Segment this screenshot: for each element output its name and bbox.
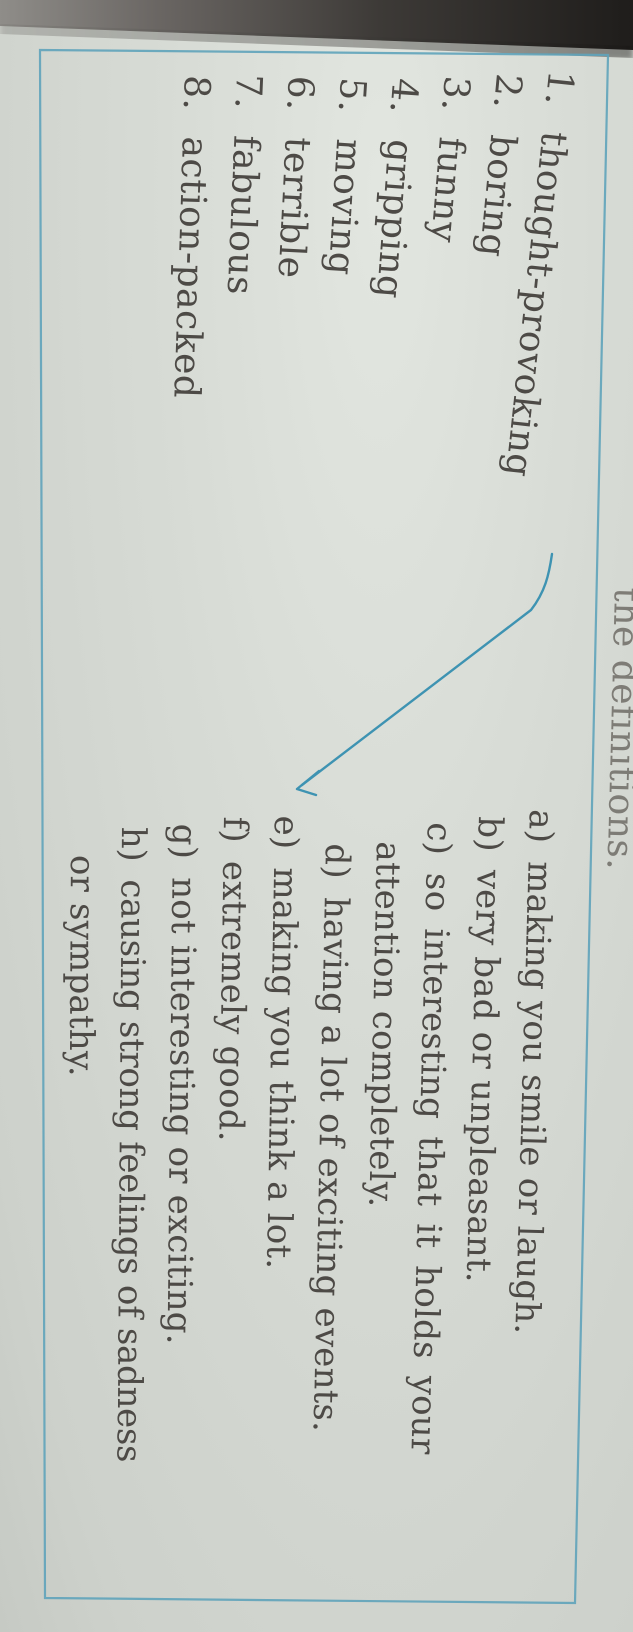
definition-item-f: f) extremely good. (207, 816, 258, 1142)
word-number: 1. (536, 68, 582, 108)
word-number: 5. (329, 76, 374, 115)
definition-text: having a lot of exciting events. (304, 896, 356, 1433)
definition-item-g: g) not interesting or exciting. (156, 824, 207, 1345)
definition-text: causing strong feelings of sadness (108, 879, 153, 1463)
word-label: funny (422, 135, 472, 245)
definition-item-h-continued: or sympathy. (58, 855, 105, 1077)
word-number: 3. (433, 74, 478, 114)
example-arrow-head (295, 769, 321, 797)
definition-text: attention completely. (360, 841, 409, 1209)
definition-text: not interesting or exciting. (158, 876, 204, 1345)
definition-text: or sympathy. (60, 854, 103, 1077)
word-label: fabulous (218, 134, 267, 296)
definition-letter: a) (520, 808, 562, 844)
definition-text: extremely good. (210, 860, 255, 1143)
definition-letter: e) (265, 815, 307, 850)
definition-item-c-continued: attention completely. (357, 841, 411, 1208)
definition-letter: h) (112, 826, 154, 862)
definition-letter: f) (214, 816, 256, 844)
word-label: gripping (367, 138, 421, 301)
word-item-7: 7. fabulous (216, 73, 271, 296)
definition-letter: b) (469, 815, 511, 853)
definition-text: making you think a lot. (258, 867, 306, 1270)
definition-letter: c) (418, 821, 460, 856)
word-label: terrible (269, 136, 318, 280)
exercise-box-border (38, 48, 610, 1605)
definition-item-e: e) making you think a lot. (255, 815, 309, 1270)
word-label: moving (319, 137, 370, 277)
word-number: 2. (484, 71, 530, 112)
word-number: 6. (278, 74, 322, 113)
instruction-fragment: the definitions. (598, 586, 633, 871)
definition-letter: g) (163, 823, 205, 860)
definition-item-h: h) causing strong feelings of sadness (106, 827, 156, 1463)
word-number: 7. (226, 73, 270, 111)
definition-letter: d) (316, 843, 358, 880)
word-number: 8. (174, 74, 218, 112)
definition-text: very bad or unpleasant. (457, 869, 509, 1284)
word-label: boring (470, 133, 524, 260)
example-arrow (300, 552, 554, 787)
word-number: 4. (381, 76, 426, 116)
word-label: action-packed (165, 135, 215, 400)
